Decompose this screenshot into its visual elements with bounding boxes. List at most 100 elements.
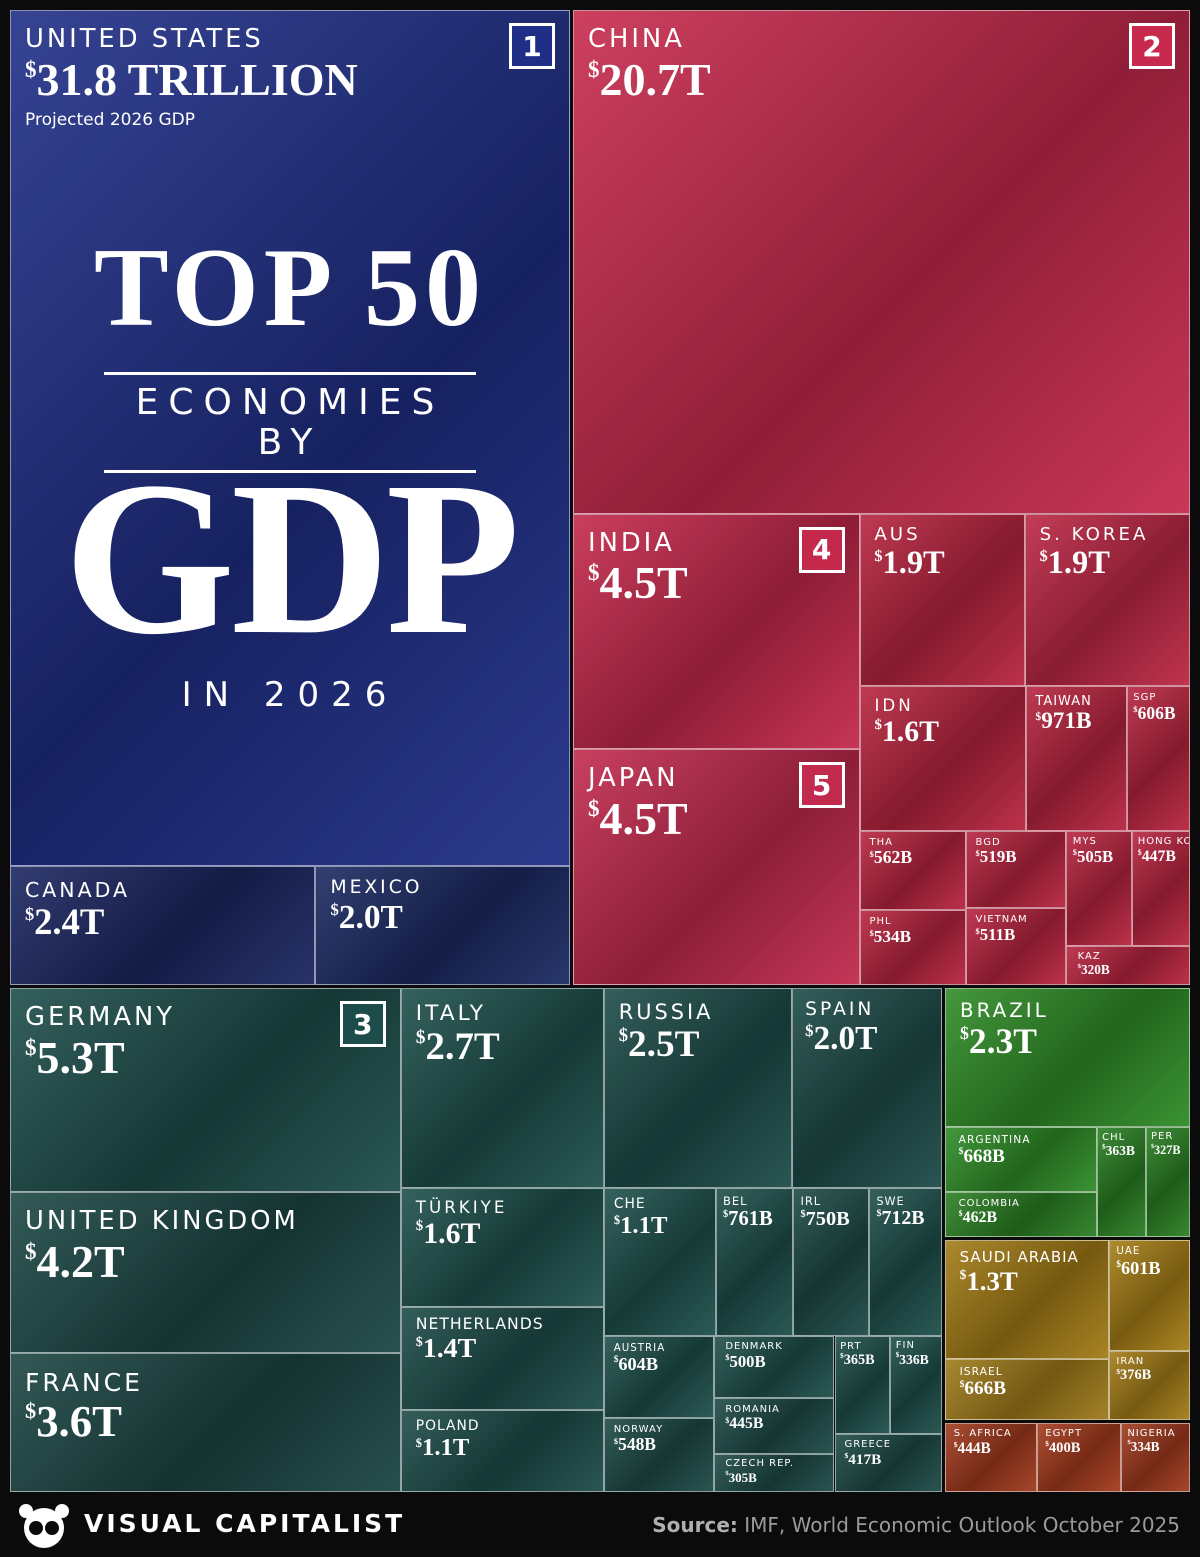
tile-name: UAE — [1116, 1246, 1141, 1258]
tile-name: UNITED KINGDOM — [25, 1206, 299, 1236]
tile-name: ROMANIA — [725, 1403, 780, 1415]
tile: INDIA $4.5T 4 — [573, 513, 860, 750]
tile-value: $761B — [723, 1208, 773, 1231]
tile-name: IRL — [800, 1194, 822, 1209]
tile: TÜRKIYE $1.6T — [400, 1188, 604, 1307]
tile-name: NETHERLANDS — [415, 1315, 544, 1334]
rank-badge: 2 — [1129, 23, 1175, 69]
tile-name: BRAZIL — [960, 999, 1049, 1023]
tile: HONG KONG$447B — [1131, 830, 1190, 947]
tile: VIETNAM $511B — [966, 908, 1067, 985]
tile: IRAN $376B — [1108, 1350, 1190, 1420]
tile-name: AUSTRIA — [613, 1342, 666, 1355]
tile: AUSTRIA $604B — [603, 1335, 715, 1418]
tile: FIN $336B — [890, 1335, 942, 1434]
tile: CZECH REP. $305B — [714, 1453, 835, 1492]
tile: NETHERLANDS $1.4T — [400, 1306, 604, 1411]
title-top: TOP 50 — [93, 226, 487, 350]
tile-name: CHE — [613, 1195, 646, 1212]
tile-value: $462B — [958, 1209, 998, 1227]
tile: JAPAN $4.5T 5 — [573, 749, 860, 985]
source: Source: IMF, World Economic Outlook Octo… — [652, 1513, 1180, 1537]
tile-value: $5.3T — [25, 1031, 125, 1083]
tile: SPAIN $2.0T — [791, 988, 942, 1188]
tile-name: S. KOREA — [1039, 523, 1149, 545]
tile-name: ISRAEL — [959, 1364, 1003, 1378]
tile: NORWAY $548B — [603, 1417, 715, 1492]
tile-name: BGD — [975, 836, 1001, 848]
tile-value: $2.0T — [330, 898, 403, 936]
tile-name: ITALY — [415, 1000, 487, 1026]
tile-name: DENMARK — [725, 1341, 783, 1353]
tile-name: CHINA — [588, 24, 685, 55]
tile-value: $2.4T — [25, 900, 105, 942]
tile-name: TÜRKIYE — [415, 1197, 508, 1218]
tile-value: $334B — [1127, 1439, 1160, 1455]
tile-value: $1.3T — [959, 1265, 1018, 1296]
tile: GERMANY $5.3T 3 — [10, 988, 401, 1192]
tile-name: ARGENTINA — [958, 1132, 1031, 1146]
rank-badge: 4 — [798, 526, 845, 573]
tile-value: $500B — [725, 1351, 766, 1371]
tile-name: SAUDI ARABIA — [959, 1248, 1079, 1267]
tile: MEXICO $2.0T — [315, 866, 570, 985]
tile-name: SGP — [1133, 692, 1157, 704]
tile-value: $1.9T — [874, 544, 945, 581]
tile: MYS $505B — [1066, 830, 1132, 947]
tile: S. KOREA $1.9T — [1024, 513, 1190, 687]
tile-name: CANADA — [25, 878, 131, 903]
title-bottom: IN 2026 — [181, 675, 399, 715]
source-label: Source: — [652, 1513, 738, 1537]
tile: KAZ $320B — [1066, 946, 1190, 985]
tile-name: GREECE — [844, 1439, 892, 1450]
tile-name: TAIWAN — [1035, 694, 1092, 710]
tile-value: $3.6T — [25, 1395, 122, 1446]
tile: AUS $1.9T — [859, 513, 1025, 687]
tile-name: COLOMBIA — [958, 1197, 1020, 1209]
tile: ROMANIA $445B — [714, 1398, 835, 1454]
tile: S. AFRICA $444B — [945, 1423, 1038, 1492]
tile-name: INDIA — [588, 527, 675, 558]
tile: UAE $601B — [1108, 1240, 1190, 1351]
tile: SWE $712B — [869, 1188, 942, 1336]
tile: PER $327B — [1145, 1127, 1190, 1237]
tile-value: $606B — [1133, 702, 1176, 723]
tile-value: $511B — [975, 924, 1016, 944]
tile: BGD $519B — [966, 830, 1067, 909]
tile-value: $365B — [840, 1352, 875, 1369]
tile-value: $534B — [869, 927, 912, 947]
rank-badge: 3 — [339, 1001, 386, 1047]
tile-value: $447B — [1137, 847, 1176, 865]
tile-value: $400B — [1045, 1439, 1081, 1456]
source-text: IMF, World Economic Outlook October 2025 — [744, 1513, 1180, 1537]
tile: CHINA $20.7T 2 — [573, 10, 1190, 514]
tile-name: PHL — [869, 915, 892, 927]
tile-name: VIETNAM — [975, 914, 1028, 926]
tile-value: $1.4T — [415, 1333, 477, 1365]
tile: CHE $1.1T — [603, 1188, 716, 1336]
tile-name: FIN — [895, 1340, 915, 1352]
tile-name: AUS — [874, 523, 921, 545]
tile: POLAND $1.1T — [400, 1410, 604, 1492]
tile: EGYPT $400B — [1037, 1423, 1121, 1492]
tile: SGP $606B — [1126, 686, 1190, 831]
tile-name: BEL — [723, 1194, 748, 1209]
tile-name: KAZ — [1077, 950, 1101, 962]
tile: UNITED KINGDOM $4.2T — [10, 1191, 401, 1354]
footer: VISUAL CAPITALIST Source: IMF, World Eco… — [0, 1495, 1200, 1557]
tile-value: $444B — [953, 1439, 991, 1457]
tile-value: $2.0T — [805, 1020, 878, 1058]
tile-value: $4.5T — [588, 793, 688, 845]
tile: UNITED STATES $31.8 TRILLION 1 Projected 20… — [10, 10, 570, 867]
tile-value: $666B — [959, 1378, 1007, 1400]
tile-value: $971B — [1035, 708, 1092, 735]
tile: BRAZIL $2.3T — [945, 988, 1190, 1127]
tile-value: $712B — [876, 1206, 925, 1229]
tile-value: $2.5T — [618, 1024, 700, 1066]
tile-value: $668B — [958, 1146, 1005, 1167]
tile: COLOMBIA $462B — [945, 1192, 1098, 1237]
subtitle: Projected 2026 GDP — [25, 109, 195, 130]
tile-value: $327B — [1150, 1142, 1181, 1157]
tile: FRANCE $3.6T — [10, 1353, 401, 1492]
